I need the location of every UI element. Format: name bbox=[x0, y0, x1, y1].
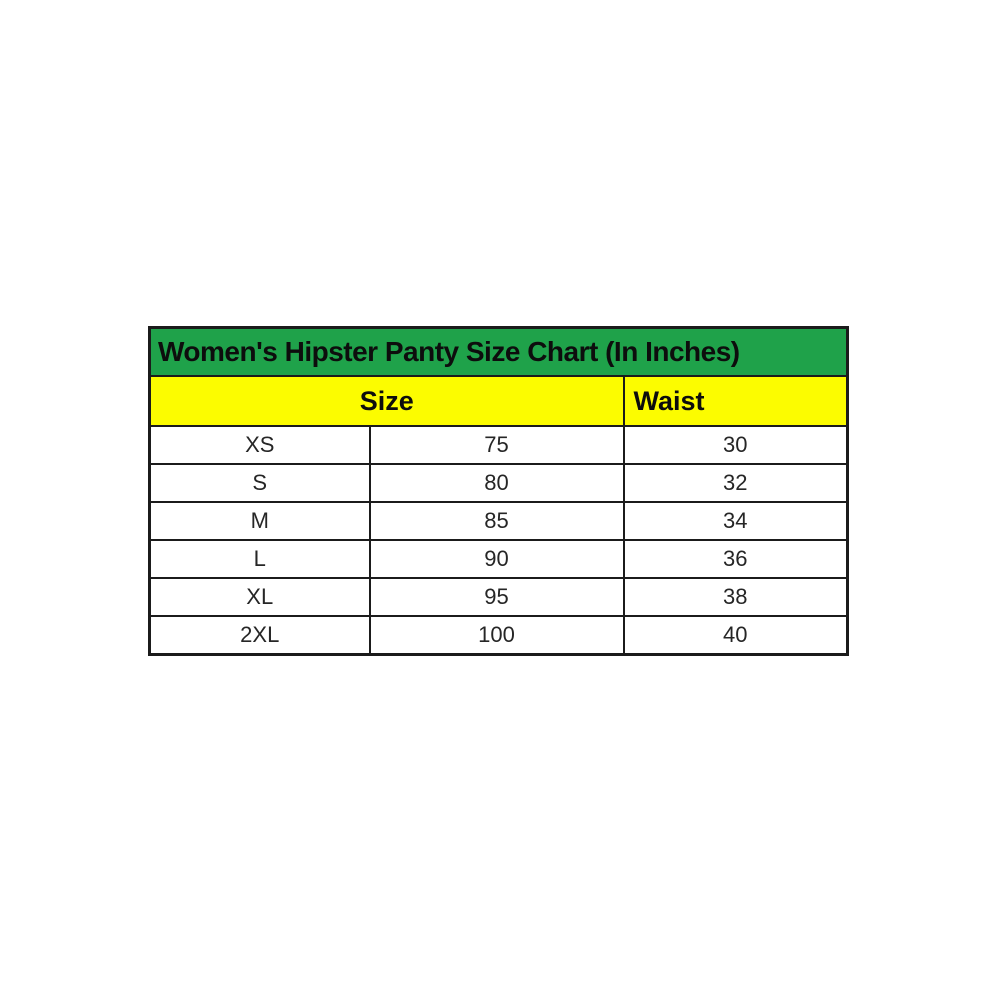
table-row: 2XL 100 40 bbox=[148, 615, 849, 656]
waist-cell: 30 bbox=[622, 425, 849, 465]
size-cell: XL bbox=[148, 577, 371, 617]
chart-title: Women's Hipster Panty Size Chart (In Inc… bbox=[148, 326, 849, 377]
waist-cell: 34 bbox=[622, 501, 849, 541]
cm-cell: 80 bbox=[368, 463, 625, 503]
cm-cell: 95 bbox=[368, 577, 625, 617]
cm-cell: 90 bbox=[368, 539, 625, 579]
cm-cell: 85 bbox=[368, 501, 625, 541]
table-row: S 80 32 bbox=[148, 463, 849, 503]
header-waist-label: Waist bbox=[622, 375, 849, 427]
header-row: Size Waist bbox=[148, 375, 849, 427]
waist-cell: 36 bbox=[622, 539, 849, 579]
waist-cell: 40 bbox=[622, 615, 849, 656]
size-cell: M bbox=[148, 501, 371, 541]
table-row: L 90 36 bbox=[148, 539, 849, 579]
size-cell: S bbox=[148, 463, 371, 503]
title-row: Women's Hipster Panty Size Chart (In Inc… bbox=[148, 326, 849, 377]
size-chart-table: Women's Hipster Panty Size Chart (In Inc… bbox=[148, 326, 850, 656]
size-cell: XS bbox=[148, 425, 371, 465]
size-cell: L bbox=[148, 539, 371, 579]
size-cell: 2XL bbox=[148, 615, 371, 656]
table-row: XS 75 30 bbox=[148, 425, 849, 465]
table-row: M 85 34 bbox=[148, 501, 849, 541]
cm-cell: 75 bbox=[368, 425, 625, 465]
waist-cell: 32 bbox=[622, 463, 849, 503]
header-size-label: Size bbox=[148, 375, 625, 427]
cm-cell: 100 bbox=[368, 615, 625, 656]
waist-cell: 38 bbox=[622, 577, 849, 617]
table-row: XL 95 38 bbox=[148, 577, 849, 617]
